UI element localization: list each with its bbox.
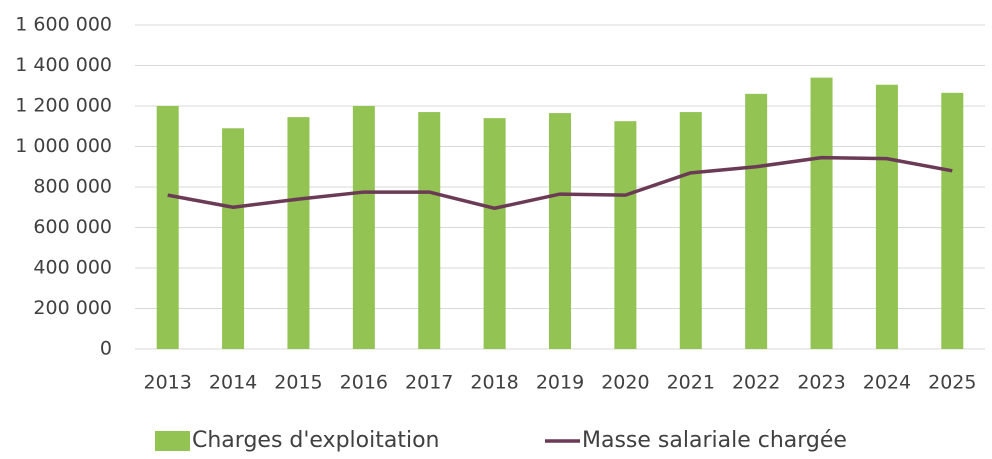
bar bbox=[418, 112, 441, 349]
x-tick-label: 2016 bbox=[340, 372, 388, 394]
x-tick-label: 2018 bbox=[470, 372, 518, 394]
x-tick-label: 2019 bbox=[536, 372, 584, 394]
y-tick-label: 1 400 000 bbox=[15, 54, 112, 76]
x-tick-label: 2022 bbox=[732, 372, 780, 394]
y-tick-label: 0 bbox=[100, 338, 112, 360]
bar bbox=[679, 112, 702, 349]
legend-swatch bbox=[155, 431, 190, 451]
x-tick-label: 2023 bbox=[797, 372, 845, 394]
x-tick-label: 2025 bbox=[928, 372, 976, 394]
y-tick-label: 1 000 000 bbox=[15, 135, 112, 157]
y-tick-label: 1 600 000 bbox=[15, 14, 112, 36]
bar bbox=[483, 118, 506, 350]
x-tick-label: 2015 bbox=[274, 372, 322, 394]
bar bbox=[941, 92, 964, 350]
x-tick-label: 2013 bbox=[144, 372, 192, 394]
bar bbox=[745, 93, 768, 349]
bar bbox=[875, 84, 898, 350]
x-tick-label: 2014 bbox=[209, 372, 257, 394]
x-tick-label: 2024 bbox=[863, 372, 911, 394]
bar bbox=[287, 117, 310, 349]
y-tick-label: 200 000 bbox=[33, 297, 112, 319]
y-tick-label: 600 000 bbox=[33, 216, 112, 238]
bar bbox=[549, 113, 571, 350]
y-tick-label: 1 200 000 bbox=[15, 95, 112, 117]
x-tick-label: 2020 bbox=[601, 372, 649, 394]
bar bbox=[810, 77, 833, 350]
bar bbox=[222, 128, 245, 349]
legend-label: Masse salariale chargée bbox=[582, 428, 847, 453]
y-tick-label: 400 000 bbox=[33, 257, 112, 279]
bar bbox=[614, 121, 637, 349]
bar bbox=[352, 106, 375, 349]
line bbox=[167, 155, 953, 211]
y-tick-label: 800 000 bbox=[33, 176, 112, 198]
x-tick-label: 2021 bbox=[667, 372, 715, 394]
legend-label: Charges d'exploitation bbox=[192, 428, 439, 453]
x-tick-label: 2017 bbox=[405, 372, 453, 394]
bar bbox=[156, 106, 179, 349]
